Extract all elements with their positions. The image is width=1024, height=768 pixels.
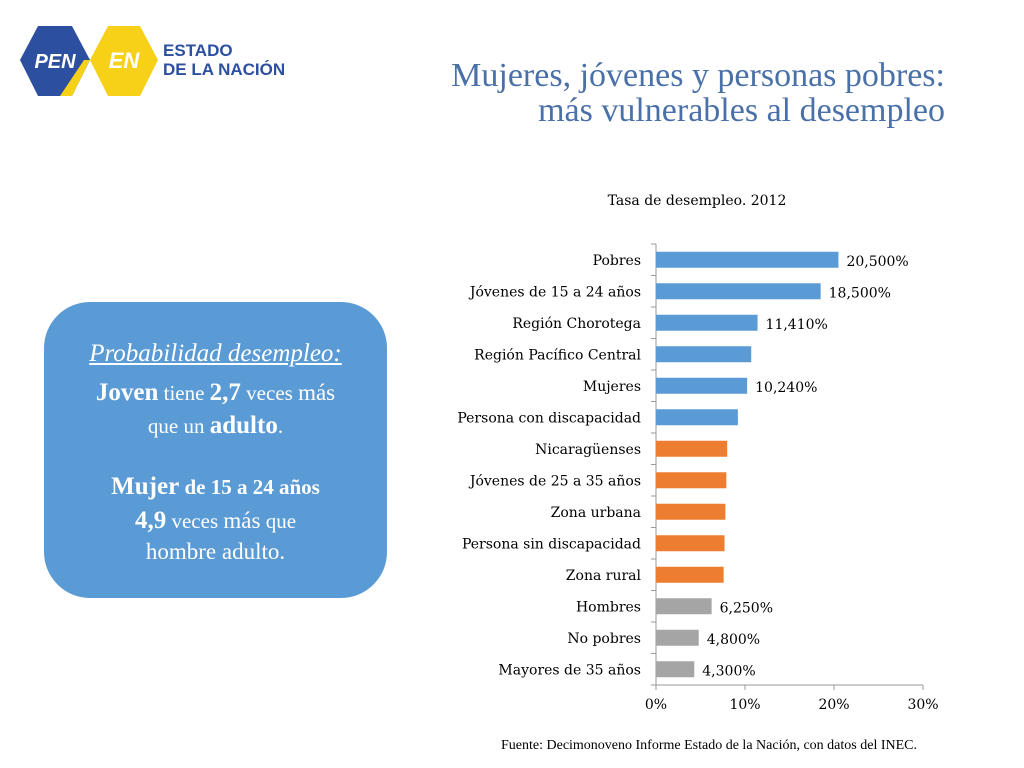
data-label: 6,250% xyxy=(720,600,773,616)
callout-line-1: Joven tiene 2,7 veces más xyxy=(95,379,336,406)
data-label: 4,800% xyxy=(707,632,760,648)
callout-line-3: Mujer de 15 a 24 años xyxy=(111,473,320,500)
data-label: 18,500% xyxy=(829,285,891,301)
x-tick-label: 20% xyxy=(818,697,849,713)
category-label: Jóvenes de 15 a 24 años xyxy=(468,284,641,300)
category-label: No pobres xyxy=(567,631,641,647)
x-tick-label: 0% xyxy=(645,697,667,713)
data-label: 20,500% xyxy=(846,254,908,270)
category-label: Persona con discapacidad xyxy=(457,410,641,426)
bar-11 xyxy=(656,566,724,583)
bar-9 xyxy=(656,503,726,520)
x-tick-label: 10% xyxy=(729,697,760,713)
logo-text-estado: ESTADO xyxy=(163,41,233,60)
category-label: Nicaragüenses xyxy=(535,442,641,458)
data-label: 4,300% xyxy=(702,663,755,679)
category-label: Mayores de 35 años xyxy=(498,662,641,678)
en-logo-text: EN xyxy=(109,48,141,73)
bar-4 xyxy=(656,346,752,363)
page-title: Mujeres, jóvenes y personas pobres: más … xyxy=(451,58,945,128)
pen-hexagon-accent xyxy=(60,60,90,96)
bar-8 xyxy=(656,472,727,489)
category-label: Pobres xyxy=(593,253,641,269)
bar-13 xyxy=(656,629,699,646)
page-title-line1: Mujeres, jóvenes y personas pobres: xyxy=(451,57,945,94)
bar-14 xyxy=(656,661,695,678)
data-label: 10,240% xyxy=(755,380,817,396)
page-title-line2: más vulnerables al desempleo xyxy=(538,92,945,129)
x-tick-label: 30% xyxy=(907,697,938,713)
data-label: 11,410% xyxy=(766,317,828,333)
bar-7 xyxy=(656,440,728,457)
bar-3 xyxy=(656,314,758,331)
source-note: Fuente: Decimonoveno Informe Estado de l… xyxy=(501,738,917,753)
category-label: Hombres xyxy=(576,599,641,615)
callout-line-2: que un adulto. xyxy=(147,412,284,439)
category-label: Mujeres xyxy=(583,379,641,395)
chart-title: Tasa de desempleo. 2012 xyxy=(608,193,787,209)
callout-line-5: hombre adulto. xyxy=(145,539,286,564)
category-label: Región Chorotega xyxy=(512,316,641,332)
category-label: Persona sin discapacidad xyxy=(462,536,641,552)
category-label: Jóvenes de 25 a 35 años xyxy=(468,473,641,489)
bar-12 xyxy=(656,598,712,615)
category-label: Región Pacífico Central xyxy=(474,347,641,363)
category-label: Zona urbana xyxy=(551,505,641,521)
bar-6 xyxy=(656,409,738,426)
bar-2 xyxy=(656,283,821,300)
callout-line-4: 4,9 veces más que xyxy=(134,507,297,534)
bar-5 xyxy=(656,377,748,394)
category-label: Zona rural xyxy=(566,568,642,584)
estado-de-la-nacion-logo: PEN EN ESTADO DE LA NACIÓN xyxy=(20,26,285,96)
pen-logo-text: PEN xyxy=(34,51,76,73)
en-hexagon-logo xyxy=(90,26,158,96)
bar-1 xyxy=(656,251,839,268)
callout-box: Probabilidad desempleo: Joven tiene 2,7 … xyxy=(44,302,387,598)
bar-10 xyxy=(656,535,725,552)
logo-text-de-la-nacion: DE LA NACIÓN xyxy=(163,60,285,79)
callout-heading: Probabilidad desempleo: xyxy=(89,340,342,367)
